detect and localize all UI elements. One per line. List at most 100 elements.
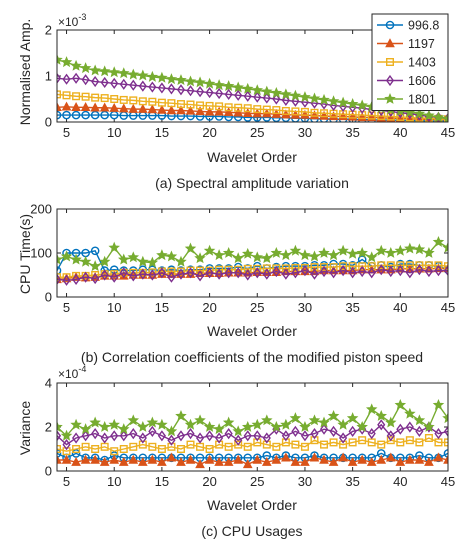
data-point-1801 — [413, 414, 426, 426]
data-point-1801 — [327, 409, 340, 421]
x-tick-label: 30 — [298, 300, 312, 315]
x-tick-label: 5 — [63, 125, 70, 140]
data-point-1197 — [185, 105, 196, 115]
data-point-1197 — [176, 456, 186, 466]
data-point-1197 — [252, 108, 263, 118]
data-point-1403 — [72, 445, 81, 454]
data-point-1403 — [386, 112, 395, 121]
data-point-1197 — [395, 456, 406, 466]
data-point-1403 — [91, 93, 100, 102]
data-point-1197 — [147, 454, 158, 464]
data-point-1197 — [71, 456, 81, 466]
data-point-1606 — [348, 425, 357, 437]
data-point-1606 — [157, 82, 166, 94]
data-point-1606 — [281, 268, 290, 280]
x-tick-label: 20 — [202, 474, 216, 489]
data-point-1801 — [165, 250, 178, 262]
data-point-1801 — [356, 99, 368, 111]
data-point-1403 — [186, 100, 195, 109]
caption-b: (b) Correlation coefficients of the modi… — [81, 349, 423, 365]
data-point-1801 — [375, 409, 387, 421]
data-point-1403 — [300, 442, 309, 451]
data-point-1197 — [214, 456, 224, 466]
data-point-1801 — [194, 76, 206, 88]
data-point-1403 — [243, 264, 252, 273]
data-point-1801 — [337, 96, 349, 108]
data-point-1801 — [213, 249, 225, 261]
data-point-1197 — [80, 102, 91, 111]
data-point-1403 — [358, 262, 367, 271]
data-point-1197 — [204, 106, 215, 116]
data-point-1801 — [299, 249, 311, 261]
data-point-996.8 — [71, 110, 81, 120]
data-point-1197 — [71, 102, 81, 111]
data-point-1606 — [291, 425, 300, 437]
series-line-1403 — [57, 437, 448, 452]
data-point-1197 — [137, 456, 148, 466]
data-point-1801 — [156, 418, 168, 430]
legend-label: 996.8 — [408, 19, 439, 33]
data-point-1606 — [358, 265, 367, 278]
caption-a: (a) Spectral amplitude variation — [155, 175, 349, 191]
data-point-1606 — [119, 430, 128, 442]
data-point-1606 — [57, 430, 62, 442]
x-tick-label: 20 — [202, 300, 216, 315]
data-point-1403 — [176, 100, 185, 109]
x-tick-label: 45 — [441, 474, 455, 489]
data-point-1606 — [253, 267, 262, 279]
data-point-1606 — [91, 75, 100, 88]
data-point-1606 — [186, 267, 195, 279]
data-point-1197 — [214, 106, 224, 116]
data-point-1801 — [270, 420, 283, 432]
data-point-1801 — [222, 80, 235, 92]
data-point-1197 — [433, 452, 444, 462]
data-point-1606 — [405, 421, 414, 433]
data-point-1606 — [195, 432, 205, 444]
data-point-1197 — [443, 454, 448, 464]
data-point-1606 — [205, 267, 214, 279]
x-tick-label: 35 — [345, 125, 359, 140]
series-line-996.8 — [57, 452, 448, 461]
data-point-1801 — [423, 246, 435, 258]
data-point-1606 — [119, 267, 128, 279]
data-point-1801 — [194, 252, 206, 264]
data-point-1403 — [386, 436, 395, 445]
data-point-1801 — [137, 420, 149, 432]
data-point-1801 — [70, 418, 82, 430]
data-point-1606 — [310, 428, 319, 440]
data-point-1801 — [79, 255, 92, 267]
data-point-1606 — [138, 80, 147, 92]
data-point-1403 — [377, 112, 386, 121]
data-point-1403 — [348, 438, 357, 447]
data-point-1606 — [215, 87, 224, 100]
data-point-1403 — [157, 98, 166, 107]
data-point-1606 — [339, 432, 348, 444]
data-point-1403 — [272, 442, 281, 451]
x-tick-label: 40 — [393, 474, 407, 489]
data-point-1606 — [100, 269, 109, 281]
data-point-1801 — [346, 412, 359, 424]
data-point-1801 — [146, 416, 159, 428]
data-point-1403 — [329, 263, 338, 272]
data-point-1606 — [167, 271, 176, 283]
data-point-1801 — [365, 251, 378, 263]
data-point-1197 — [347, 456, 358, 466]
data-point-996.8 — [90, 110, 100, 120]
x-tick-label: 40 — [393, 125, 407, 140]
data-point-1197 — [195, 459, 205, 469]
data-point-1606 — [405, 267, 414, 279]
data-point-1606 — [176, 268, 186, 280]
data-point-1606 — [386, 430, 395, 442]
legend-marker-1606 — [385, 74, 395, 87]
x-tick-label: 45 — [441, 125, 455, 140]
data-point-1606 — [186, 428, 195, 440]
data-point-1403 — [110, 447, 119, 456]
data-point-1801 — [203, 77, 216, 89]
x-tick-label: 20 — [202, 125, 216, 140]
data-point-996.8 — [90, 246, 100, 256]
data-point-1606 — [205, 86, 214, 99]
data-point-1606 — [129, 79, 138, 91]
data-point-1606 — [262, 92, 271, 104]
data-point-1801 — [79, 62, 92, 74]
data-point-1403 — [100, 94, 109, 103]
